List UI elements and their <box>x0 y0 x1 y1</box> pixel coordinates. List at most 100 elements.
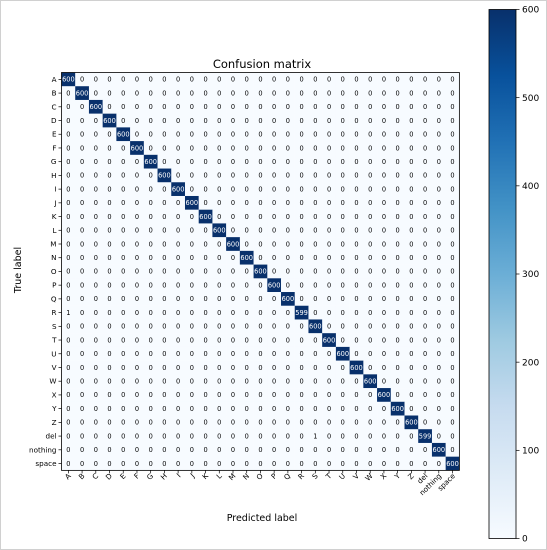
cell-value: 0 <box>341 446 345 454</box>
matrix-cell <box>116 72 131 87</box>
cell-value: 0 <box>258 378 262 386</box>
cell-value: 0 <box>437 405 441 413</box>
matrix-cell <box>116 209 131 224</box>
cell-value: 0 <box>341 378 345 386</box>
matrix-cell <box>390 195 405 210</box>
matrix-cell <box>335 429 350 444</box>
matrix-cell <box>184 388 199 402</box>
cell-value: 0 <box>135 227 139 235</box>
matrix-cell <box>335 346 350 361</box>
cell-value: 0 <box>286 460 290 468</box>
cell-value: 0 <box>368 172 372 180</box>
cell-value: 0 <box>272 240 276 248</box>
cell-value: 0 <box>135 185 139 193</box>
matrix-cell <box>281 388 295 402</box>
cell-value: 0 <box>135 391 139 399</box>
cell-value: 0 <box>354 378 358 386</box>
matrix-cell <box>226 195 241 210</box>
cell-value: 0 <box>299 199 303 207</box>
cell-value: 0 <box>190 336 194 344</box>
cell-value: 0 <box>107 213 111 221</box>
cell-value: 0 <box>245 432 249 440</box>
cell-value: 0 <box>94 131 98 139</box>
cell-value: 0 <box>162 281 166 289</box>
cell-value: 0 <box>286 117 290 125</box>
matrix-cell <box>130 333 145 348</box>
cell-value: 0 <box>272 213 276 221</box>
matrix-cell <box>184 319 199 334</box>
cell-value: 0 <box>382 199 386 207</box>
matrix-cell <box>239 113 254 128</box>
matrix-cell <box>335 113 350 128</box>
cell-value: 0 <box>368 446 372 454</box>
cell-value: 0 <box>203 364 207 372</box>
matrix-cell <box>418 195 433 210</box>
matrix-cell <box>377 319 391 334</box>
matrix-cell <box>212 374 227 389</box>
cell-value: 0 <box>382 254 386 262</box>
cell-value: 0 <box>245 144 249 152</box>
cell-value: 0 <box>313 364 317 372</box>
cell-value: 0 <box>135 295 139 303</box>
cell-value: 0 <box>450 295 454 303</box>
cell-value: 0 <box>354 213 358 221</box>
matrix-cell <box>267 195 282 210</box>
cell-value: 0 <box>423 185 427 193</box>
matrix-cell <box>431 305 446 320</box>
matrix-cell <box>445 388 460 402</box>
matrix-cell <box>198 113 213 128</box>
matrix-cell <box>267 86 282 101</box>
cell-value: 0 <box>327 144 331 152</box>
matrix-cell <box>431 346 446 361</box>
cell-value: 0 <box>135 432 139 440</box>
matrix-cell <box>431 127 446 142</box>
cell-value: 0 <box>149 103 153 111</box>
cell-value: 0 <box>217 281 221 289</box>
cell-value: 0 <box>368 268 372 276</box>
cell-value: 0 <box>437 117 441 125</box>
cell-value: 0 <box>437 185 441 193</box>
cell-value: 0 <box>368 213 372 221</box>
matrix-cell <box>198 388 213 402</box>
cell-value: 0 <box>327 158 331 166</box>
cell-value: 0 <box>176 76 180 84</box>
cell-value: 0 <box>382 76 386 84</box>
matrix-cell <box>294 223 309 238</box>
matrix-cell <box>404 415 419 430</box>
cell-value: 0 <box>272 309 276 317</box>
matrix-cell <box>335 374 350 389</box>
cell-value: 0 <box>149 350 153 358</box>
cell-value: 600 <box>213 227 226 235</box>
matrix-cell <box>349 333 364 348</box>
matrix-cell <box>171 72 186 87</box>
matrix-cell <box>130 209 145 224</box>
cell-value: 0 <box>80 432 84 440</box>
cell-value: 0 <box>354 405 358 413</box>
cell-value: 0 <box>149 185 153 193</box>
cell-value: 0 <box>94 295 98 303</box>
cell-value: 0 <box>94 227 98 235</box>
matrix-cell <box>171 209 186 224</box>
cell-value: 0 <box>149 199 153 207</box>
matrix-cell <box>239 415 254 430</box>
cell-value: 0 <box>176 405 180 413</box>
cell-value: 0 <box>176 131 180 139</box>
matrix-cell <box>171 127 186 142</box>
y-axis-ticks: ABCDEFGHIJKLMNOPQRSTUVWXYZdelnothingspac… <box>29 75 62 468</box>
matrix-cell <box>157 250 172 265</box>
cell-value: 0 <box>299 419 303 427</box>
matrix-cell <box>171 182 186 197</box>
matrix-cell <box>294 250 309 265</box>
cell-value: 0 <box>423 391 427 399</box>
matrix-cell <box>157 168 172 183</box>
matrix-cell <box>198 456 213 471</box>
matrix-cell <box>390 374 405 389</box>
cell-value: 0 <box>176 350 180 358</box>
cell-value: 0 <box>94 240 98 248</box>
cell-value: 0 <box>286 432 290 440</box>
cell-value: 0 <box>341 240 345 248</box>
cell-value: 0 <box>217 405 221 413</box>
cell-value: 0 <box>245 295 249 303</box>
x-tick-label: S <box>310 471 320 481</box>
cell-value: 0 <box>382 144 386 152</box>
